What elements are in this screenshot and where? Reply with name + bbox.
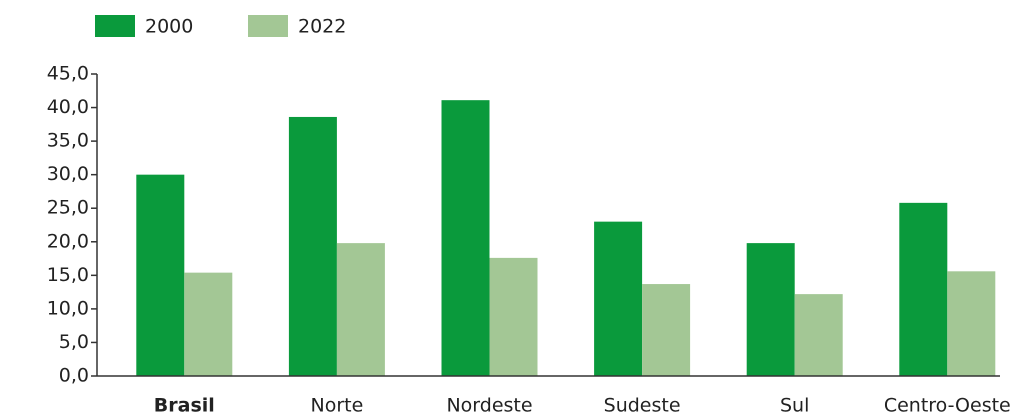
y-tick-label: 0,0 bbox=[59, 365, 89, 387]
y-tick-label: 15,0 bbox=[47, 264, 89, 286]
y-tick-label: 40,0 bbox=[47, 96, 89, 118]
bar bbox=[947, 271, 996, 376]
bar bbox=[899, 202, 948, 376]
y-tick-label: 20,0 bbox=[47, 230, 89, 252]
bar bbox=[746, 243, 795, 376]
legend-label: 2022 bbox=[298, 16, 346, 38]
legend-swatch bbox=[248, 15, 288, 37]
x-tick-label: Brasil bbox=[154, 395, 215, 416]
y-tick-label: 10,0 bbox=[47, 297, 89, 319]
y-tick-label: 35,0 bbox=[47, 130, 89, 152]
bar bbox=[184, 272, 233, 376]
bar bbox=[594, 221, 643, 376]
y-tick-label: 45,0 bbox=[47, 63, 89, 85]
y-tick-label: 30,0 bbox=[47, 163, 89, 185]
x-tick-label: Sudeste bbox=[604, 395, 681, 416]
bar bbox=[136, 174, 185, 376]
y-tick-label: 25,0 bbox=[47, 197, 89, 219]
x-tick-label: Sul bbox=[780, 395, 809, 416]
x-tick-label: Norte bbox=[311, 395, 364, 416]
bar bbox=[336, 243, 385, 376]
bar bbox=[489, 257, 538, 376]
bar bbox=[288, 116, 337, 376]
bar bbox=[642, 284, 691, 376]
legend-label: 2000 bbox=[145, 16, 193, 38]
x-tick-label: Centro-Oeste bbox=[884, 395, 1011, 416]
y-tick-label: 5,0 bbox=[59, 331, 89, 353]
bar bbox=[794, 294, 843, 376]
legend-swatch bbox=[95, 15, 135, 37]
x-tick-label: Nordeste bbox=[446, 395, 532, 416]
bar bbox=[441, 100, 490, 376]
